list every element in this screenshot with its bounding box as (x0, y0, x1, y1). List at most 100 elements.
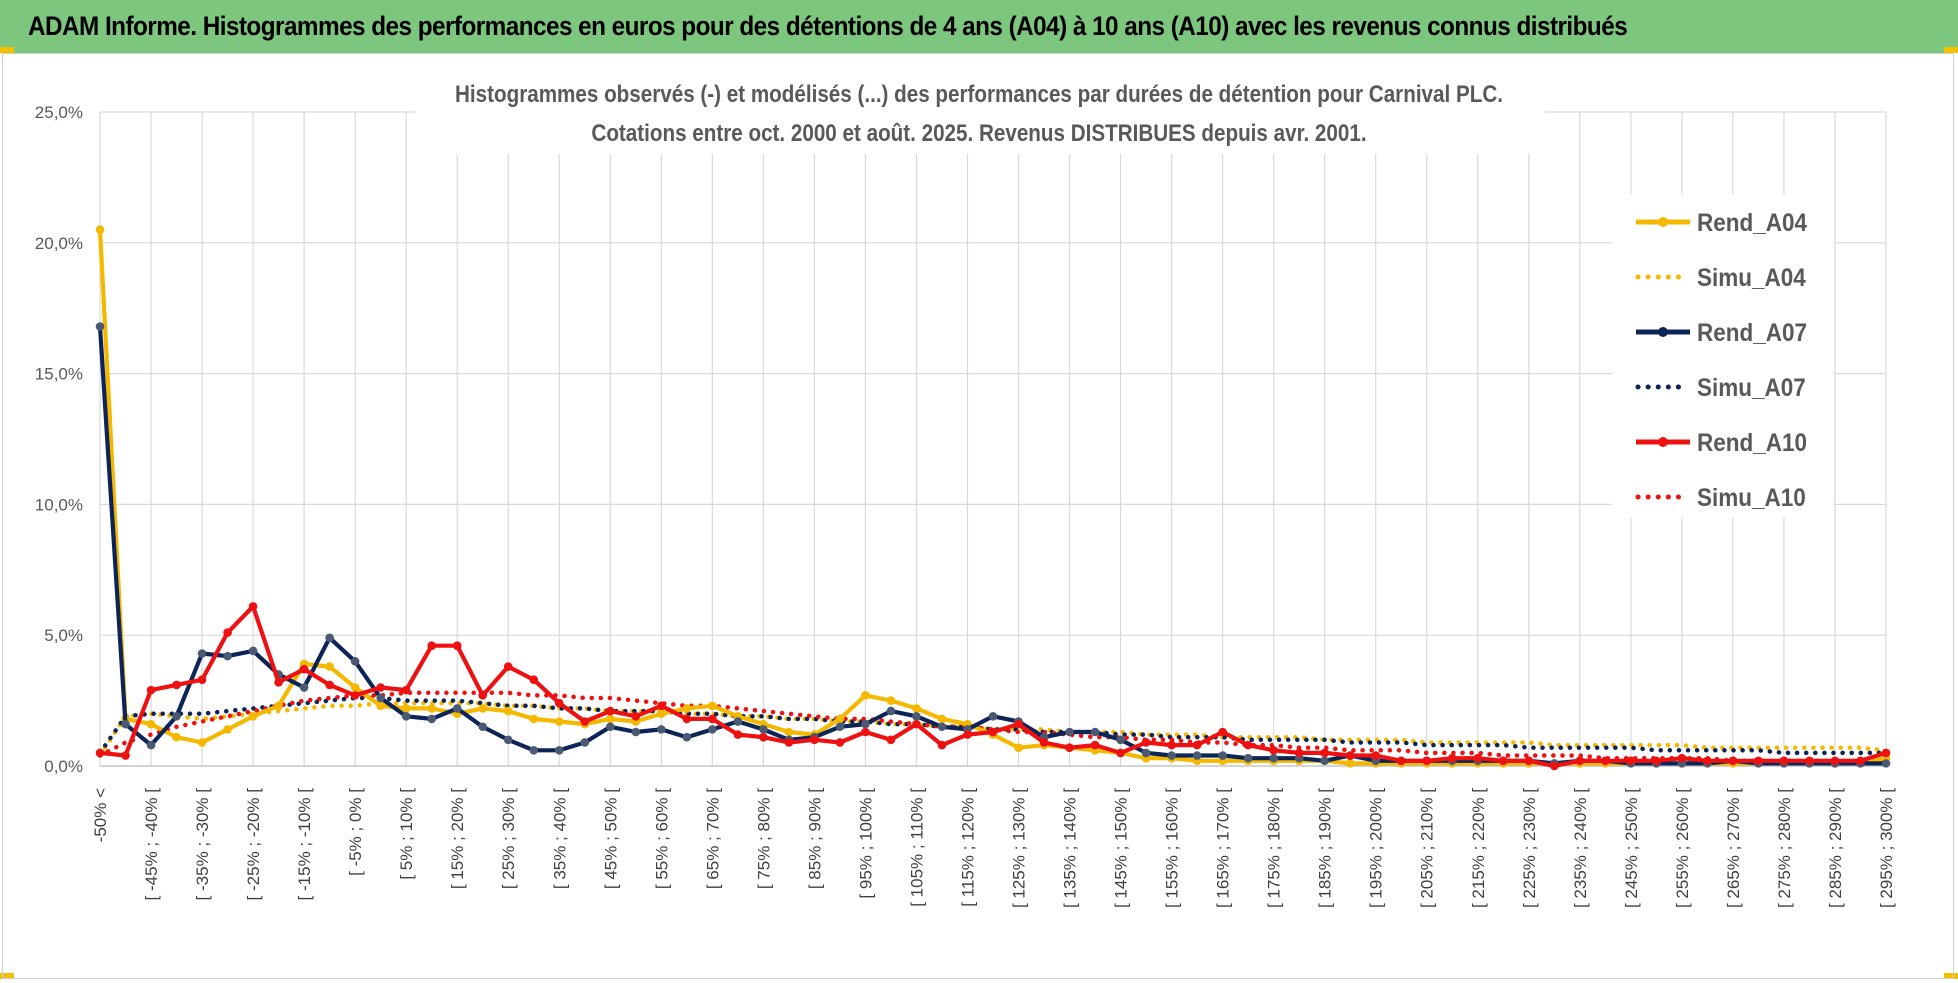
data-point (784, 727, 794, 737)
data-point (1090, 727, 1100, 737)
data-point (1881, 759, 1891, 768)
data-point (657, 701, 666, 711)
data-point (376, 683, 385, 692)
corner-marker-bottom-right (1944, 973, 1958, 979)
x-tick-label: -50% < (91, 788, 110, 842)
x-tick-label: [ 285% ; 290% [ (1826, 788, 1845, 908)
data-point (861, 691, 870, 700)
data-point (886, 706, 896, 716)
data-point (912, 711, 921, 721)
data-point (1575, 756, 1585, 766)
x-tick-label: [ 195% ; 200% [ (1367, 788, 1386, 908)
x-tick-label: [ 5% ; 10% [ (397, 788, 416, 880)
x-tick-label: [ 145% ; 150% [ (1112, 788, 1131, 908)
data-point (452, 704, 462, 713)
data-point (1856, 756, 1865, 766)
data-point (529, 746, 539, 755)
data-point (146, 685, 156, 695)
data-point (223, 651, 232, 661)
x-tick-label: [ 155% ; 160% [ (1163, 788, 1182, 908)
series-line (97, 700, 1889, 758)
legend-item: Simu_A07 (1635, 374, 1806, 402)
data-point (1345, 759, 1355, 768)
series-simu-a04 (97, 700, 1889, 758)
y-tick-label: 15,0% (35, 365, 83, 384)
data-point (657, 725, 666, 734)
data-point (988, 711, 998, 721)
data-point (580, 738, 590, 747)
legend-label: Rend_A04 (1697, 209, 1808, 237)
data-point (248, 602, 258, 611)
data-point (912, 704, 921, 713)
data-point (1014, 719, 1023, 729)
x-tick-label: [ 35% ; 40% [ (550, 788, 569, 889)
y-tick-label: 5,0% (44, 626, 83, 645)
x-tick-label: [ 65% ; 70% [ (703, 788, 722, 889)
data-point (937, 714, 947, 724)
data-point (325, 662, 334, 671)
x-tick-label: [ 75% ; 80% [ (754, 788, 773, 889)
data-point (478, 691, 488, 700)
data-point (1320, 756, 1329, 766)
legend-item: Rend_A04 (1636, 209, 1808, 237)
data-point (1779, 756, 1789, 766)
data-point (580, 717, 590, 726)
x-tick-label: [ 175% ; 180% [ (1265, 788, 1284, 908)
data-point (1396, 756, 1406, 766)
legend-item: Simu_A04 (1635, 264, 1806, 292)
legend-item: Rend_A10 (1636, 429, 1807, 457)
data-point (146, 719, 156, 729)
data-point (835, 738, 845, 747)
x-tick-label: [ 85% ; 90% [ (805, 788, 824, 889)
data-point (605, 722, 615, 732)
data-point (708, 725, 717, 734)
x-tick-label: [ 205% ; 210% [ (1418, 788, 1437, 908)
data-point (427, 704, 436, 713)
series-line (99, 604, 1887, 769)
data-point (478, 704, 488, 713)
data-point (1269, 753, 1278, 763)
series-line (97, 695, 1889, 756)
data-point (172, 680, 181, 690)
chart-titles: Histogrammes observés (-) et modélisés (… (415, 76, 1545, 154)
x-tick-label: [ -35% ; -30% [ (193, 788, 212, 901)
data-point (223, 628, 232, 637)
x-tick-label: [ 45% ; 50% [ (601, 788, 620, 889)
x-tick-label: [ 215% ; 220% [ (1469, 788, 1488, 908)
x-tick-label: [ 135% ; 140% [ (1061, 788, 1080, 908)
data-point (274, 677, 283, 687)
data-point (554, 717, 564, 726)
data-point (452, 641, 462, 650)
data-point (376, 693, 385, 703)
series-simu-a07 (97, 695, 1889, 756)
data-point (1065, 743, 1074, 752)
data-point (1626, 756, 1636, 766)
data-point (1371, 751, 1381, 760)
x-tick-label: [ -45% ; -40% [ (142, 788, 161, 901)
x-tick-label: [ 265% ; 270% [ (1724, 788, 1743, 908)
data-point (631, 727, 641, 737)
data-point (912, 719, 921, 729)
data-point (1294, 748, 1304, 758)
data-point (605, 714, 615, 724)
data-point (1014, 743, 1023, 752)
data-point (503, 735, 513, 745)
x-tick-label: [ 95% ; 100% [ (856, 788, 875, 899)
x-tick-label: [ 25% ; 30% [ (499, 788, 518, 889)
data-point (1090, 740, 1100, 750)
data-point (121, 751, 130, 760)
legend-label: Simu_A10 (1697, 484, 1806, 512)
data-point (988, 727, 998, 737)
corner-marker-top-right (1944, 47, 1958, 53)
data-point (554, 698, 564, 708)
data-point (657, 709, 666, 718)
data-point (1805, 756, 1814, 766)
data-point (121, 719, 130, 729)
data-point (682, 714, 692, 724)
series-rend-a10 (95, 602, 1891, 771)
data-point (503, 706, 513, 716)
data-point (861, 719, 870, 729)
data-point (350, 683, 360, 692)
data-point (1039, 738, 1049, 747)
x-tick-label: [ -25% ; -20% [ (244, 788, 263, 901)
